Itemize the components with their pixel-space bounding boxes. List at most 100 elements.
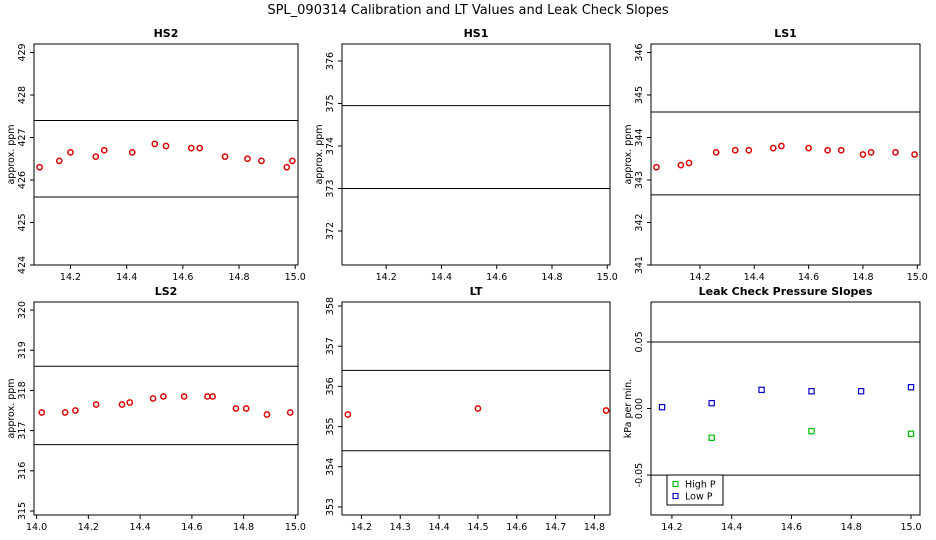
data-point bbox=[149, 395, 157, 402]
y-tick-label: -0.05 bbox=[634, 463, 645, 488]
data-point bbox=[118, 401, 126, 408]
data-point bbox=[824, 146, 831, 154]
panel-ls1: LS1 14.2 14.4 14.6 14.8 15.0 341 342 343 344 345 34… bbox=[623, 27, 928, 283]
data-point bbox=[837, 146, 845, 154]
legend-label: High P bbox=[685, 480, 716, 491]
y-tick-label: 427 bbox=[17, 128, 28, 146]
data-point bbox=[857, 387, 865, 395]
x-tick-label: 14.4 bbox=[721, 522, 742, 533]
panel-title: LT bbox=[470, 285, 483, 298]
data-point bbox=[263, 411, 271, 418]
x-tick-label: 14.8 bbox=[228, 272, 249, 283]
legend-label: Low P bbox=[685, 492, 713, 503]
data-point bbox=[907, 384, 915, 391]
data-point bbox=[602, 407, 610, 414]
data-point bbox=[151, 140, 159, 148]
data-point bbox=[180, 393, 188, 400]
y-tick-label: 374 bbox=[325, 137, 336, 155]
y-tick-label: 342 bbox=[634, 213, 645, 231]
y-tick-label: 372 bbox=[325, 222, 336, 240]
x-tick-label: 15.0 bbox=[285, 272, 306, 283]
data-point bbox=[758, 386, 765, 394]
data-point bbox=[892, 149, 899, 156]
x-tick-label: 14.4 bbox=[116, 272, 137, 283]
plot-frame bbox=[650, 43, 921, 266]
x-tick-label: 14.6 bbox=[181, 522, 202, 533]
x-tick-label: 14.4 bbox=[130, 522, 151, 533]
data-point bbox=[38, 409, 46, 416]
figure-title: SPL_090314 Calibration and LT Values and… bbox=[267, 3, 669, 18]
data-point bbox=[344, 411, 352, 418]
data-point bbox=[92, 401, 100, 408]
y-tick-label: 424 bbox=[17, 256, 28, 274]
x-tick-label: 14.2 bbox=[689, 272, 710, 283]
y-tick-label: 373 bbox=[325, 179, 336, 197]
y-tick-label: 429 bbox=[17, 43, 28, 61]
data-point bbox=[55, 157, 63, 165]
y-tick-label: 315 bbox=[17, 502, 28, 520]
data-point bbox=[258, 157, 265, 165]
data-point bbox=[244, 155, 251, 163]
x-tick-label: 15.0 bbox=[900, 522, 921, 533]
data-point bbox=[92, 153, 100, 160]
x-tick-label: 14.6 bbox=[781, 522, 802, 533]
y-tick-label: 318 bbox=[17, 381, 28, 399]
data-point bbox=[187, 144, 195, 152]
data-point bbox=[708, 399, 715, 407]
data-point bbox=[653, 163, 660, 171]
data-point bbox=[286, 409, 294, 416]
data-point bbox=[474, 405, 482, 412]
panel-hs2: HS2 14.2 14.4 14.6 14.8 15.0 424 425 426 427 428 42… bbox=[6, 27, 306, 283]
data-point bbox=[232, 405, 240, 412]
x-tick-label: 14.5 bbox=[467, 522, 488, 533]
y-tick-label: 428 bbox=[17, 86, 28, 104]
x-tick-label: 14.8 bbox=[584, 522, 605, 533]
data-point bbox=[209, 393, 216, 400]
x-tick-label: 14.6 bbox=[486, 272, 507, 283]
plot-frame bbox=[33, 301, 299, 516]
plot-frame bbox=[341, 301, 611, 516]
panel-hs1: HS1 14.2 14.4 14.6 14.8 15.0 372 373 374 375 376 ap… bbox=[314, 27, 618, 283]
y-tick-label: 343 bbox=[634, 171, 645, 189]
data-point bbox=[196, 144, 204, 152]
y-axis-label: approx. ppm bbox=[6, 378, 17, 438]
data-point bbox=[907, 430, 915, 437]
x-tick-label: 14.8 bbox=[852, 272, 873, 283]
x-tick-label: 14.6 bbox=[798, 272, 819, 283]
data-point bbox=[160, 393, 167, 400]
panel-leak-check-pressure-slopes: Leak Check Pressure Slopes 14.2 14.4 14.6 14… bbox=[623, 285, 922, 533]
data-point bbox=[204, 393, 211, 400]
x-tick-label: 14.2 bbox=[60, 272, 81, 283]
panels: HS2 14.2 14.4 14.6 14.8 15.0 424 425 426 427 428 42… bbox=[6, 27, 928, 533]
x-tick-label: 15.0 bbox=[285, 522, 306, 533]
y-tick-label: 357 bbox=[325, 337, 336, 355]
y-tick-label: 320 bbox=[17, 301, 28, 319]
panel-title: HS2 bbox=[154, 27, 179, 40]
x-tick-label: 14.3 bbox=[390, 522, 411, 533]
legend-box bbox=[666, 474, 724, 506]
data-point bbox=[67, 149, 74, 156]
data-point bbox=[61, 409, 69, 416]
y-axis-label: kPa per min. bbox=[623, 379, 634, 438]
data-point bbox=[859, 151, 867, 158]
x-tick-label: 14.2 bbox=[351, 522, 372, 533]
data-point bbox=[289, 157, 296, 165]
data-point bbox=[126, 399, 134, 406]
data-point bbox=[745, 146, 753, 154]
x-tick-label: 14.2 bbox=[376, 272, 397, 283]
y-axis-label: approx. ppm bbox=[6, 124, 17, 184]
x-tick-label: 14.4 bbox=[431, 272, 452, 283]
data-point bbox=[162, 142, 170, 150]
y-tick-label: 353 bbox=[325, 498, 336, 516]
y-tick-label: 319 bbox=[17, 341, 28, 359]
x-tick-label: 14.8 bbox=[233, 522, 254, 533]
data-point bbox=[658, 403, 666, 411]
y-tick-label: 356 bbox=[325, 377, 336, 395]
panel-title: LS1 bbox=[774, 27, 797, 40]
y-tick-label: 0.00 bbox=[634, 398, 645, 419]
y-tick-label: 354 bbox=[325, 458, 336, 476]
data-point bbox=[685, 159, 693, 167]
data-point bbox=[805, 144, 812, 152]
y-axis-label: approx. ppm bbox=[314, 124, 325, 184]
